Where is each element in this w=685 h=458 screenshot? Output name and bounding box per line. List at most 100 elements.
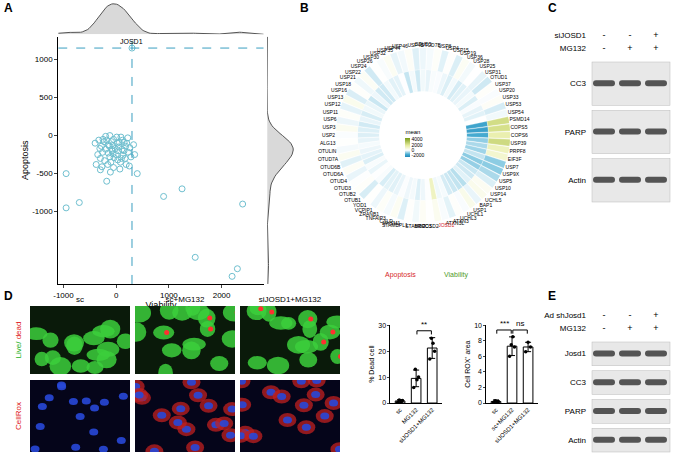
svg-text:Josd1: Josd1 xyxy=(565,349,587,358)
svg-text:-: - xyxy=(603,30,606,40)
svg-text:USP18: USP18 xyxy=(335,81,351,87)
svg-text:-1000: -1000 xyxy=(32,207,53,216)
svg-text:USP13: USP13 xyxy=(328,94,344,100)
svg-text:USP44: USP44 xyxy=(384,45,400,51)
svg-text:USP25: USP25 xyxy=(479,63,495,69)
svg-text:USP21: USP21 xyxy=(340,74,356,80)
svg-text:MG132: MG132 xyxy=(560,44,587,53)
svg-text:USP33: USP33 xyxy=(503,94,519,100)
svg-text:D: D xyxy=(4,289,13,303)
svg-text:***: *** xyxy=(500,319,509,328)
svg-text:PARP: PARP xyxy=(565,407,586,416)
svg-text:-: - xyxy=(603,323,606,333)
svg-text:USP3: USP3 xyxy=(322,124,335,130)
svg-text:OTUD6A: OTUD6A xyxy=(323,171,344,177)
svg-text:USP4: USP4 xyxy=(446,45,459,51)
svg-text:ZRANB1: ZRANB1 xyxy=(359,211,379,217)
svg-text:EIF3F: EIF3F xyxy=(508,156,522,162)
svg-text:0: 0 xyxy=(411,147,414,153)
svg-text:0: 0 xyxy=(114,291,119,300)
svg-text:4: 4 xyxy=(478,368,482,375)
svg-text:OTUD7B: OTUD7B xyxy=(421,42,442,48)
svg-text:USP36: USP36 xyxy=(467,54,483,60)
svg-text:+: + xyxy=(627,43,632,53)
svg-text:siJOSD1+MG132: siJOSD1+MG132 xyxy=(259,295,322,304)
svg-text:ns: ns xyxy=(516,319,524,328)
svg-text:USP39: USP39 xyxy=(510,140,526,146)
svg-text:USP7: USP7 xyxy=(506,164,519,170)
svg-text:USP15: USP15 xyxy=(453,47,469,53)
svg-text:MG132: MG132 xyxy=(560,324,587,333)
svg-text:OTUB2: OTUB2 xyxy=(339,191,356,197)
svg-text:Cell ROX⁺ area: Cell ROX⁺ area xyxy=(464,340,471,387)
svg-text:sc: sc xyxy=(76,295,84,304)
svg-text:OTUB1: OTUB1 xyxy=(344,197,361,203)
svg-text:OTUD4: OTUD4 xyxy=(330,178,347,184)
svg-text:Viability: Viability xyxy=(444,271,468,279)
svg-text:6: 6 xyxy=(478,353,482,360)
svg-text:C: C xyxy=(548,1,557,15)
svg-text:JOSD1: JOSD1 xyxy=(120,38,143,45)
svg-text:sc: sc xyxy=(394,407,402,415)
svg-text:ALG13: ALG13 xyxy=(320,140,336,146)
svg-text:USP11: USP11 xyxy=(323,109,339,115)
svg-text:8: 8 xyxy=(478,337,482,344)
svg-text:USP31: USP31 xyxy=(485,69,501,75)
svg-text:USP10: USP10 xyxy=(495,185,511,191)
svg-text:OTUD5: OTUD5 xyxy=(415,41,432,47)
svg-text:-: - xyxy=(629,310,632,320)
svg-text:Live/ dead: Live/ dead xyxy=(14,322,23,359)
svg-text:20: 20 xyxy=(378,348,386,355)
svg-text:% Dead cell: % Dead cell xyxy=(368,345,375,383)
svg-text:BRCC3: BRCC3 xyxy=(415,223,432,229)
svg-text:USP28: USP28 xyxy=(473,58,489,64)
svg-text:OTUD1: OTUD1 xyxy=(490,74,507,80)
svg-text:ATXN3L: ATXN3L xyxy=(446,220,465,226)
svg-text:CellRox: CellRox xyxy=(14,402,23,430)
svg-text:2000: 2000 xyxy=(411,142,422,148)
svg-text:USP9X: USP9X xyxy=(503,171,520,177)
svg-text:sc: sc xyxy=(490,407,498,415)
svg-text:Viability: Viability xyxy=(146,300,177,310)
svg-text:USP30: USP30 xyxy=(363,54,379,60)
svg-text:**: ** xyxy=(421,320,427,329)
svg-text:COPS5: COPS5 xyxy=(510,124,527,130)
svg-text:0: 0 xyxy=(48,131,53,140)
svg-text:siJOSD1+MG132: siJOSD1+MG132 xyxy=(398,406,436,444)
svg-text:-: - xyxy=(603,43,606,53)
svg-text:USP1: USP1 xyxy=(473,207,486,213)
svg-text:30: 30 xyxy=(378,322,386,329)
svg-text:TNFAIP3: TNFAIP3 xyxy=(366,215,387,221)
svg-text:CC3: CC3 xyxy=(570,79,587,88)
svg-text:-1000: -1000 xyxy=(53,291,74,300)
svg-text:PRPF8: PRPF8 xyxy=(509,148,525,154)
svg-text:Apoptosis: Apoptosis xyxy=(20,140,30,180)
svg-text:JOSD2: JOSD2 xyxy=(423,223,439,229)
svg-text:USP53: USP53 xyxy=(506,101,522,107)
svg-text:10: 10 xyxy=(378,374,386,381)
svg-text:1000: 1000 xyxy=(35,55,53,64)
svg-text:COPS6: COPS6 xyxy=(511,132,528,138)
svg-text:-: - xyxy=(629,30,632,40)
svg-text:STAMBP: STAMBP xyxy=(405,223,426,229)
svg-text:USP6: USP6 xyxy=(323,116,336,122)
svg-text:UCHL1: UCHL1 xyxy=(467,211,484,217)
svg-text:10: 10 xyxy=(474,322,482,329)
svg-text:Ad shJosd1: Ad shJosd1 xyxy=(544,311,586,320)
svg-text:JOSD1: JOSD1 xyxy=(438,222,454,228)
svg-text:UCHL3: UCHL3 xyxy=(460,215,477,221)
svg-text:USP14: USP14 xyxy=(490,191,506,197)
svg-text:USP12: USP12 xyxy=(325,101,341,107)
svg-text:0: 0 xyxy=(382,399,386,406)
svg-text:OTUD3: OTUD3 xyxy=(334,185,351,191)
svg-text:B: B xyxy=(300,1,309,15)
svg-text:-2000: -2000 xyxy=(411,152,424,158)
svg-text:0: 0 xyxy=(478,399,482,406)
svg-text:+: + xyxy=(627,323,632,333)
svg-text:siJOSD1+MG132: siJOSD1+MG132 xyxy=(494,406,532,444)
svg-text:OTULIN: OTULIN xyxy=(318,148,337,154)
svg-text:PSMD14: PSMD14 xyxy=(509,116,529,122)
svg-text:mean: mean xyxy=(405,129,420,135)
svg-text:STAMBPL1: STAMBPL1 xyxy=(382,222,408,228)
svg-text:USP5: USP5 xyxy=(499,178,512,184)
